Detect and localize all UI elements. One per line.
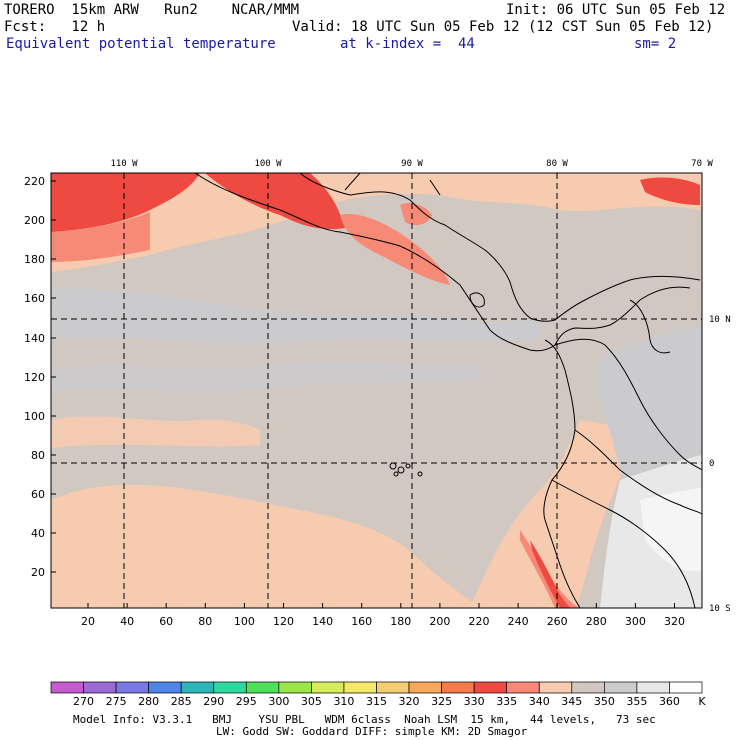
colorbar-label: 270 bbox=[73, 695, 94, 708]
x-tick-label: 300 bbox=[625, 615, 646, 628]
x-tick-label: 120 bbox=[273, 615, 294, 628]
x-tick-label: 220 bbox=[469, 615, 490, 628]
x-tick-label: 80 bbox=[198, 615, 212, 628]
colorbar-label: 330 bbox=[464, 695, 485, 708]
y-tick-label: 120 bbox=[24, 371, 45, 384]
x-tick-label: 100 bbox=[234, 615, 255, 628]
y-tick-label: 200 bbox=[24, 214, 45, 227]
y-axis: 220 200 180 160 140 120 100 80 60 40 20 bbox=[24, 175, 56, 579]
colorbar-label: 320 bbox=[399, 695, 420, 708]
colorbar-swatch bbox=[669, 681, 703, 694]
colorbar-label: 275 bbox=[106, 695, 127, 708]
x-tick-label: 240 bbox=[508, 615, 529, 628]
colorbar-unit: K bbox=[698, 695, 706, 708]
header-forecast-hour: Fcst: 12 h bbox=[4, 19, 106, 35]
x-tick-label: 40 bbox=[120, 615, 134, 628]
footer-model-info: Model Info: V3.3.1 BMJ YSU PBL WDM 6clas… bbox=[73, 713, 656, 726]
latitude-labels: 10 N 0 10 S bbox=[709, 315, 731, 614]
latitude-label: 0 bbox=[709, 459, 714, 469]
colorbar-swatch bbox=[506, 681, 540, 694]
colorbar-swatch bbox=[278, 681, 312, 694]
level-label: at k-index = 44 bbox=[340, 36, 475, 52]
colorbar-label: 360 bbox=[659, 695, 680, 708]
colorbar-label: 310 bbox=[333, 695, 354, 708]
colorbar-swatch bbox=[343, 681, 377, 694]
colorbar-swatch bbox=[538, 681, 573, 694]
coastlines bbox=[194, 173, 702, 608]
x-tick-label: 180 bbox=[390, 615, 411, 628]
x-tick-label: 60 bbox=[159, 615, 173, 628]
colorbar-label: 280 bbox=[138, 695, 159, 708]
x-tick-label: 260 bbox=[547, 615, 568, 628]
y-tick-label: 60 bbox=[31, 488, 45, 501]
y-tick-label: 160 bbox=[24, 292, 45, 305]
colorbar-label: 325 bbox=[431, 695, 452, 708]
y-tick-label: 220 bbox=[24, 175, 45, 188]
colorbar-swatch bbox=[473, 681, 508, 694]
colorbar-swatch bbox=[603, 681, 638, 694]
y-tick-label: 140 bbox=[24, 332, 45, 345]
colorbar-label: 315 bbox=[366, 695, 387, 708]
colorbar-label: 305 bbox=[301, 695, 322, 708]
colorbar-swatch bbox=[180, 681, 215, 694]
header-title: TORERO 15km ARW Run2 NCAR/MMM bbox=[4, 2, 300, 18]
colorbar-swatch bbox=[636, 681, 670, 694]
colorbar-swatch bbox=[245, 681, 280, 694]
colorbar-swatch bbox=[213, 681, 247, 694]
colorbar-label: 285 bbox=[171, 695, 192, 708]
colorbar-swatch bbox=[311, 681, 345, 694]
colorbar-label: 295 bbox=[236, 695, 257, 708]
field-name: Equivalent potential temperature bbox=[6, 36, 276, 52]
colorbar-swatch bbox=[148, 681, 182, 694]
plot-frame bbox=[50, 172, 703, 609]
longitude-label: 80 W bbox=[546, 159, 568, 169]
y-tick-label: 20 bbox=[31, 566, 45, 579]
colorbar-label: 340 bbox=[529, 695, 550, 708]
longitude-label: 110 W bbox=[110, 159, 138, 169]
header-init-time: Init: 06 UTC Sun 05 Feb 12 bbox=[506, 2, 726, 18]
colorbar-label: 335 bbox=[496, 695, 517, 708]
colorbar-label: 290 bbox=[203, 695, 224, 708]
colorbar-swatch bbox=[50, 681, 84, 694]
header-valid-time: Valid: 18 UTC Sun 05 Feb 12 (12 CST Sun … bbox=[292, 19, 714, 35]
x-tick-label: 140 bbox=[312, 615, 333, 628]
longitude-label: 100 W bbox=[254, 159, 282, 169]
colorbar-swatch bbox=[115, 681, 149, 694]
footer-physics-info: LW: Godd SW: Goddard DIFF: simple KM: 2D… bbox=[216, 725, 528, 738]
graticule bbox=[51, 173, 702, 608]
field-shading bbox=[51, 173, 702, 608]
colorbar-label: 350 bbox=[594, 695, 615, 708]
longitude-label: 90 W bbox=[401, 159, 423, 169]
y-tick-label: 180 bbox=[24, 253, 45, 266]
latitude-label: 10 S bbox=[709, 604, 731, 614]
colorbar-swatch bbox=[376, 681, 410, 694]
colorbar-label: 345 bbox=[561, 695, 582, 708]
longitude-labels: 110 W 100 W 90 W 80 W 70 W bbox=[110, 159, 713, 169]
colorbar-swatch bbox=[408, 681, 442, 694]
longitude-label: 70 W bbox=[691, 159, 713, 169]
colorbar: 270 275 280 285 290 295 300 305 310 315 320 325 330 3… bbox=[50, 681, 706, 708]
colorbar-label: 355 bbox=[626, 695, 647, 708]
x-tick-label: 200 bbox=[429, 615, 450, 628]
colorbar-swatch bbox=[441, 681, 475, 694]
colorbar-swatch bbox=[83, 681, 117, 694]
x-tick-label: 280 bbox=[586, 615, 607, 628]
x-tick-label: 320 bbox=[664, 615, 685, 628]
x-tick-label: 20 bbox=[81, 615, 95, 628]
x-tick-label: 160 bbox=[351, 615, 372, 628]
y-tick-label: 40 bbox=[31, 527, 45, 540]
colorbar-label: 300 bbox=[268, 695, 289, 708]
y-tick-label: 100 bbox=[24, 410, 45, 423]
smoothing-label: sm= 2 bbox=[634, 36, 677, 52]
x-axis: 20 40 60 80 100 120 140 160 180 200 220 240 260 280 30… bbox=[81, 603, 685, 628]
latitude-label: 10 N bbox=[709, 315, 731, 325]
colorbar-swatch bbox=[571, 681, 605, 694]
y-tick-label: 80 bbox=[31, 449, 45, 462]
